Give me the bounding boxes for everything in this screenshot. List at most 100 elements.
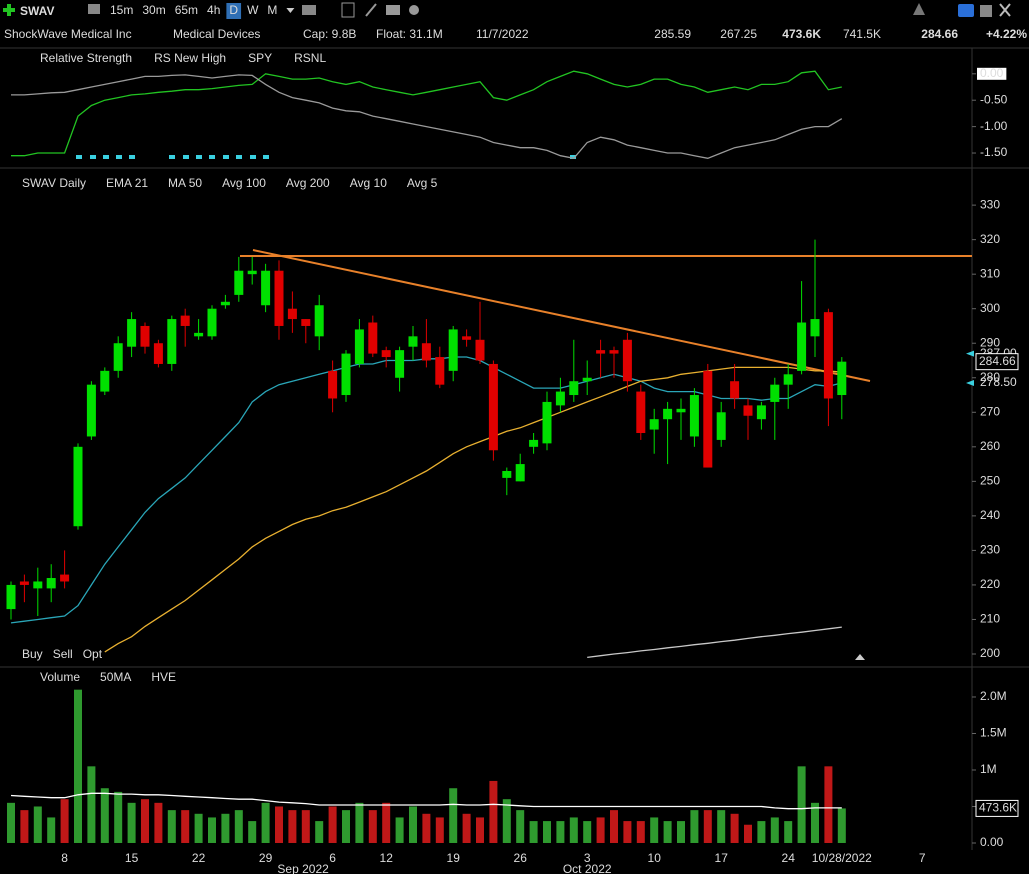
volume-bar: [100, 788, 109, 843]
close-icon[interactable]: [999, 3, 1011, 17]
candle-body: [328, 370, 338, 399]
timeframe[interactable]: W: [247, 3, 259, 17]
timeframe[interactable]: D: [229, 3, 238, 17]
candle-body: [663, 408, 673, 420]
y-tick-label: 200: [980, 646, 1000, 660]
legend-entry[interactable]: Avg 10: [350, 176, 387, 190]
legend-entry[interactable]: 50MA: [100, 670, 131, 684]
timeframe[interactable]: 4h: [207, 3, 220, 17]
add-icon[interactable]: [3, 4, 15, 16]
volume-bar: [543, 821, 551, 843]
candle-body: [86, 384, 96, 437]
legend-entry[interactable]: RS New High: [154, 51, 226, 65]
icon[interactable]: [386, 5, 400, 15]
candle-body: [596, 350, 606, 354]
candle-body: [287, 308, 297, 320]
dot: [570, 155, 576, 159]
legend-entry[interactable]: MA 50: [168, 176, 202, 190]
icon[interactable]: [409, 5, 419, 15]
timeframe-active[interactable]: [226, 3, 242, 19]
volume-bar: [757, 821, 766, 843]
legend-entry[interactable]: RSNL: [294, 51, 326, 65]
volume-bar: [623, 821, 632, 843]
scroll-arrow[interactable]: [855, 654, 865, 660]
period-label: Oct 2022: [563, 862, 612, 874]
x-tick-label: 24: [782, 851, 796, 865]
dot: [183, 155, 189, 159]
candle-body: [756, 405, 766, 420]
x-tick-label: 15: [125, 851, 139, 865]
icon[interactable]: [88, 4, 100, 14]
info-cap: Cap: 9.8B: [303, 27, 356, 41]
legend-entry[interactable]: Avg 200: [286, 176, 330, 190]
dot: [209, 155, 215, 159]
info-last: 284.66: [921, 27, 958, 41]
trade-button[interactable]: Sell: [53, 647, 73, 661]
icon[interactable]: [913, 3, 925, 15]
x-tick-label: 7: [919, 851, 926, 865]
dot: [169, 155, 175, 159]
candle-body: [127, 319, 137, 347]
legend-entry[interactable]: Volume: [40, 670, 80, 684]
candle-body: [609, 350, 619, 354]
volume-bar: [87, 766, 96, 843]
volume-bar: [529, 821, 538, 843]
icon[interactable]: [302, 5, 316, 15]
volume-bar: [770, 817, 779, 843]
volume-bar: [677, 821, 685, 843]
x-tick-label: 29: [259, 851, 273, 865]
timeframe[interactable]: M: [267, 3, 277, 17]
y-tick-label: 220: [980, 577, 1000, 591]
candle-body: [622, 339, 632, 382]
volume-bar: [328, 806, 337, 843]
legend-entry[interactable]: Avg 5: [407, 176, 438, 190]
candle-body: [194, 332, 204, 337]
candle-body: [207, 308, 217, 337]
timeframe[interactable]: 30m: [142, 3, 165, 17]
line-series: [11, 70, 842, 157]
y-tick-label: 2.0M: [980, 689, 1007, 703]
dropdown[interactable]: [286, 8, 295, 13]
candle-body: [488, 363, 498, 451]
timeframe[interactable]: 65m: [175, 3, 198, 17]
volume-bar: [596, 817, 605, 843]
info-company: ShockWave Medical Inc: [4, 27, 132, 41]
trade-button[interactable]: Opt: [83, 647, 103, 661]
volume-bar: [261, 802, 270, 843]
volume-bar: [516, 810, 525, 843]
volume-bar: [784, 821, 793, 843]
candle-body: [703, 370, 713, 468]
icon[interactable]: [341, 2, 355, 18]
volume-bar: [154, 802, 163, 843]
x-tick-label: 6: [329, 851, 336, 865]
y-tick-label: 0.00: [980, 835, 1004, 849]
icon[interactable]: [980, 5, 992, 17]
y-tick-label: 250: [980, 474, 1000, 488]
candle-body: [810, 319, 820, 337]
x-tick-label: 26: [514, 851, 528, 865]
legend-entry[interactable]: SWAV Daily: [22, 176, 86, 190]
dot: [263, 155, 269, 159]
trade-button[interactable]: Buy: [22, 647, 43, 661]
candle-body: [395, 350, 405, 378]
last-price-box: [975, 353, 1019, 371]
header-icons: [3, 2, 1011, 18]
info-industry: Medical Devices: [173, 27, 260, 41]
volume-bar: [462, 813, 471, 843]
icon[interactable]: [365, 3, 377, 17]
candle-body: [636, 391, 646, 434]
icon[interactable]: [958, 4, 974, 17]
last-price-label: 284.66: [979, 354, 1016, 368]
legend-entry[interactable]: HVE: [151, 670, 176, 684]
candle-body: [153, 343, 163, 364]
legend-entry[interactable]: Relative Strength: [40, 51, 132, 65]
dot: [90, 155, 96, 159]
timeframe[interactable]: 15m: [110, 3, 133, 17]
volume-bar: [221, 813, 230, 843]
volume-bar: [422, 813, 431, 843]
dot: [103, 155, 109, 159]
y-tick-label: 0.00: [980, 66, 1004, 80]
legend-entry[interactable]: EMA 21: [106, 176, 148, 190]
legend-entry[interactable]: SPY: [248, 51, 272, 65]
legend-entry[interactable]: Avg 100: [222, 176, 266, 190]
